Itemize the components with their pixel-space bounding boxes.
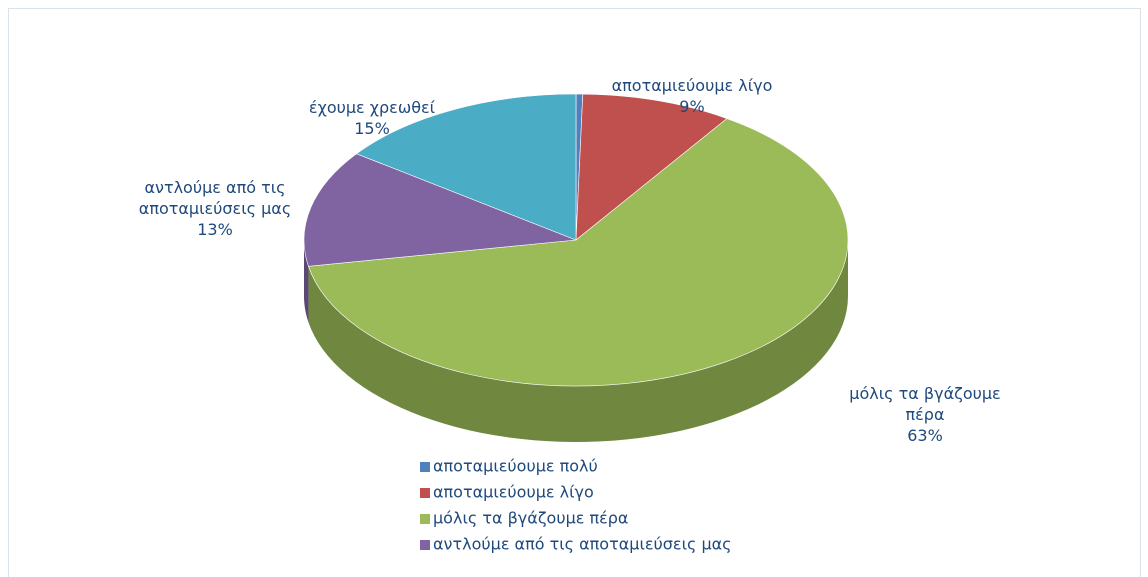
legend-swatch xyxy=(420,462,430,472)
slice xyxy=(575,93,728,241)
data-label-category: αποταμιεύουμε λίγο xyxy=(611,76,773,95)
data-label-category: αντλούμε από τις αποταμιεύσεις μας xyxy=(138,178,292,218)
legend-swatch xyxy=(420,488,430,498)
data-label: έχουμε χρεωθεί 15% xyxy=(272,97,472,139)
data-label-category: μόλις τα βγάζουμε πέρα xyxy=(849,384,1001,424)
frame xyxy=(8,8,1141,577)
data-label-value: 9% xyxy=(679,97,705,116)
legend-label: αντλούμε από τις αποταμιεύσεις μας xyxy=(433,535,732,554)
legend-label: μόλις τα βγάζουμε πέρα xyxy=(433,509,628,528)
legend-swatch xyxy=(420,540,430,550)
slice xyxy=(303,153,577,267)
data-label: μόλις τα βγάζουμε πέρα 63% xyxy=(830,383,1020,446)
data-label-value: 63% xyxy=(907,426,943,445)
legend-label: αποταμιεύουμε πολύ xyxy=(433,457,598,476)
data-label-value: 15% xyxy=(354,119,390,138)
slice xyxy=(355,93,577,241)
legend-swatch xyxy=(420,514,430,524)
data-label-category: έχουμε χρεωθεί xyxy=(308,98,436,117)
slice-side xyxy=(304,240,309,323)
slice-side xyxy=(308,240,849,442)
data-label: αποταμιεύουμε λίγο 9% xyxy=(562,75,822,117)
legend-label: αποταμιεύουμε λίγο xyxy=(433,483,594,502)
data-label-value: 13% xyxy=(197,220,233,239)
slice xyxy=(308,118,849,387)
data-label: αντλούμε από τις αποταμιεύσεις μας 13% xyxy=(115,177,315,240)
